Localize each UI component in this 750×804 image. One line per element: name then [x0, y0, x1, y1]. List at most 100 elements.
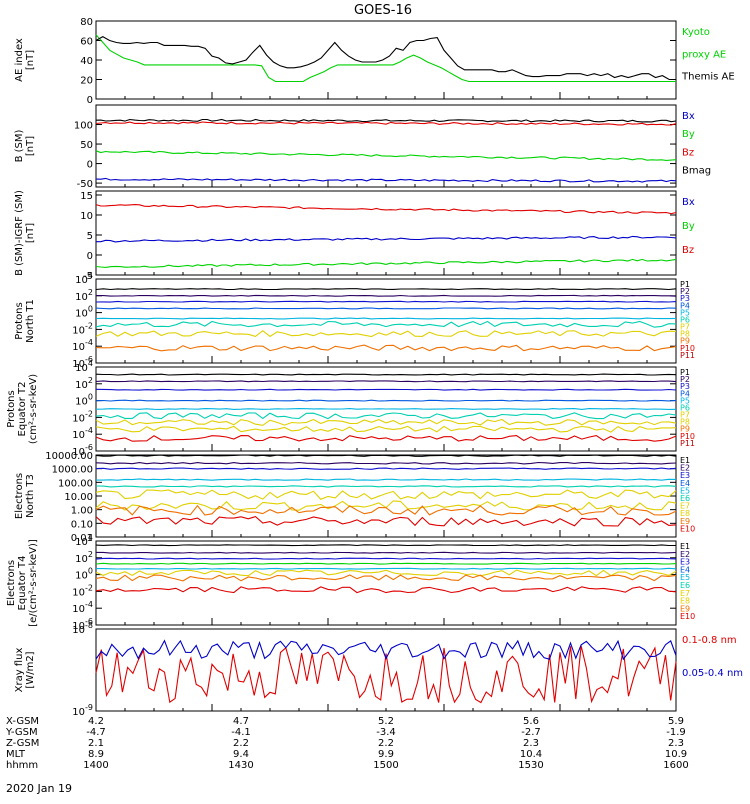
- y-axis-label: (cm²-s-sr-keV): [28, 374, 39, 444]
- series-p4: [95, 399, 677, 402]
- x-axis-value: 1430: [228, 760, 253, 771]
- y-tick-label: 0.10: [71, 519, 93, 530]
- x-axis-value: 1600: [663, 760, 688, 771]
- y-tick-label: 10-4: [72, 426, 93, 441]
- legend-item: P3: [680, 382, 690, 391]
- x-axis-value: 2.3: [523, 738, 539, 749]
- x-axis-value: 2.3: [668, 738, 684, 749]
- legend-item: P1: [680, 368, 690, 377]
- x-axis-value: 8.9: [88, 749, 104, 760]
- legend-item: Bmag: [682, 166, 711, 177]
- date-label: 2020 Jan 19: [6, 782, 72, 795]
- legend-item: E3: [680, 471, 690, 480]
- legend-item: E4: [680, 479, 690, 488]
- y-axis-label: [nT]: [25, 223, 36, 243]
- series-e4: [96, 478, 677, 481]
- legend-item: E10: [680, 524, 695, 533]
- series-bz: [95, 121, 677, 126]
- series-e9: [95, 586, 677, 594]
- x-axis-value: 2.2: [378, 738, 394, 749]
- legend-item: P8: [680, 418, 690, 427]
- legend-item: P9: [680, 337, 690, 346]
- legend-item: P3: [680, 294, 690, 303]
- y-axis-label: North T3: [25, 474, 36, 518]
- series-p7: [95, 418, 677, 426]
- y-tick-label: 10-6: [72, 355, 93, 370]
- y-axis-label: Electrons: [14, 473, 25, 519]
- legend-item: P8: [680, 330, 690, 339]
- series-bmag: [95, 118, 677, 123]
- x-axis-value: 2.2: [233, 738, 249, 749]
- series-themis-ae: [95, 35, 676, 81]
- legend-item: E2: [680, 464, 690, 473]
- x-axis-value: 2.1: [88, 738, 104, 749]
- series-p9: [95, 344, 677, 352]
- series-0-05-0-4-nm: [95, 639, 677, 661]
- series-p3: [95, 388, 677, 391]
- legend-item: P1: [680, 280, 690, 289]
- series-by: [95, 150, 677, 161]
- series-p1: [95, 288, 677, 291]
- series-e4: [95, 562, 677, 565]
- x-axis-value: 5.6: [523, 716, 539, 727]
- legend-item: E3: [680, 558, 690, 567]
- legend-item: Bz: [682, 245, 694, 256]
- series-p2: [95, 380, 677, 383]
- series-kyoto-proxy-ae: [95, 34, 676, 83]
- legend-item: P4: [680, 301, 690, 310]
- panel-frame: [95, 628, 677, 712]
- legend-item: E9: [680, 604, 690, 613]
- legend-item: Kyoto: [682, 27, 710, 38]
- y-tick-label: 10-6: [72, 617, 93, 632]
- y-axis-label: AE index: [14, 38, 25, 82]
- x-axis-value: 5.2: [378, 716, 394, 727]
- legend-item: P10: [680, 432, 695, 441]
- series-bz: [95, 204, 677, 215]
- legend-item: E4: [680, 565, 690, 574]
- series-e1: [95, 544, 676, 547]
- panel-frame: [95, 190, 677, 276]
- y-tick-label: 100.00: [58, 478, 93, 489]
- legend-item: E1: [680, 456, 690, 465]
- legend-item: P6: [680, 315, 690, 324]
- y-axis-label: [nT]: [25, 136, 36, 156]
- legend-item: proxy AE: [682, 49, 726, 60]
- legend-item: E7: [680, 502, 690, 511]
- legend-item: E7: [680, 589, 690, 598]
- legend-item: E5: [680, 573, 690, 582]
- series-p5: [95, 317, 677, 320]
- x-row-label: hhmm: [6, 760, 38, 771]
- x-row-label: MLT: [6, 749, 26, 760]
- legend-item: P9: [680, 425, 690, 434]
- series-e5: [95, 485, 677, 488]
- y-axis-label: North T1: [25, 299, 36, 343]
- series-e7: [95, 500, 677, 511]
- y-tick-label: 104: [75, 359, 93, 374]
- x-row-label: Z-GSM: [6, 738, 39, 749]
- panel-bigrf: -5 0 5 10 15 B (SM)-IGRF (SM) [nT] Bx By Bz: [14, 190, 695, 282]
- y-tick-label: 50: [80, 140, 93, 151]
- y-tick-label: 10: [80, 211, 93, 222]
- legend-item: 0.1-0.8 nm: [682, 635, 737, 646]
- legend: Bx By Bz Bmag: [682, 111, 711, 177]
- y-axis-label: B (SM)-IGRF (SM): [14, 190, 25, 276]
- legend-item: E5: [680, 486, 690, 495]
- legend-item: P2: [680, 287, 690, 296]
- y-tick-label: 10-8: [72, 621, 93, 636]
- legend-item: P7: [680, 411, 690, 420]
- y-axis-label: Equator T2: [17, 382, 28, 437]
- series-e9: [95, 515, 677, 527]
- y-tick-label: 102: [75, 288, 93, 303]
- y-tick-label: 10-4: [72, 338, 93, 353]
- x-row-label: X-GSM: [6, 716, 39, 727]
- legend-item: By: [682, 221, 695, 232]
- legend-item: E6: [680, 581, 690, 590]
- y-tick-label: 100: [75, 305, 93, 320]
- series-p6: [95, 412, 677, 420]
- y-tick-label: 80: [80, 17, 93, 28]
- y-axis-label: Xray flux: [14, 648, 25, 693]
